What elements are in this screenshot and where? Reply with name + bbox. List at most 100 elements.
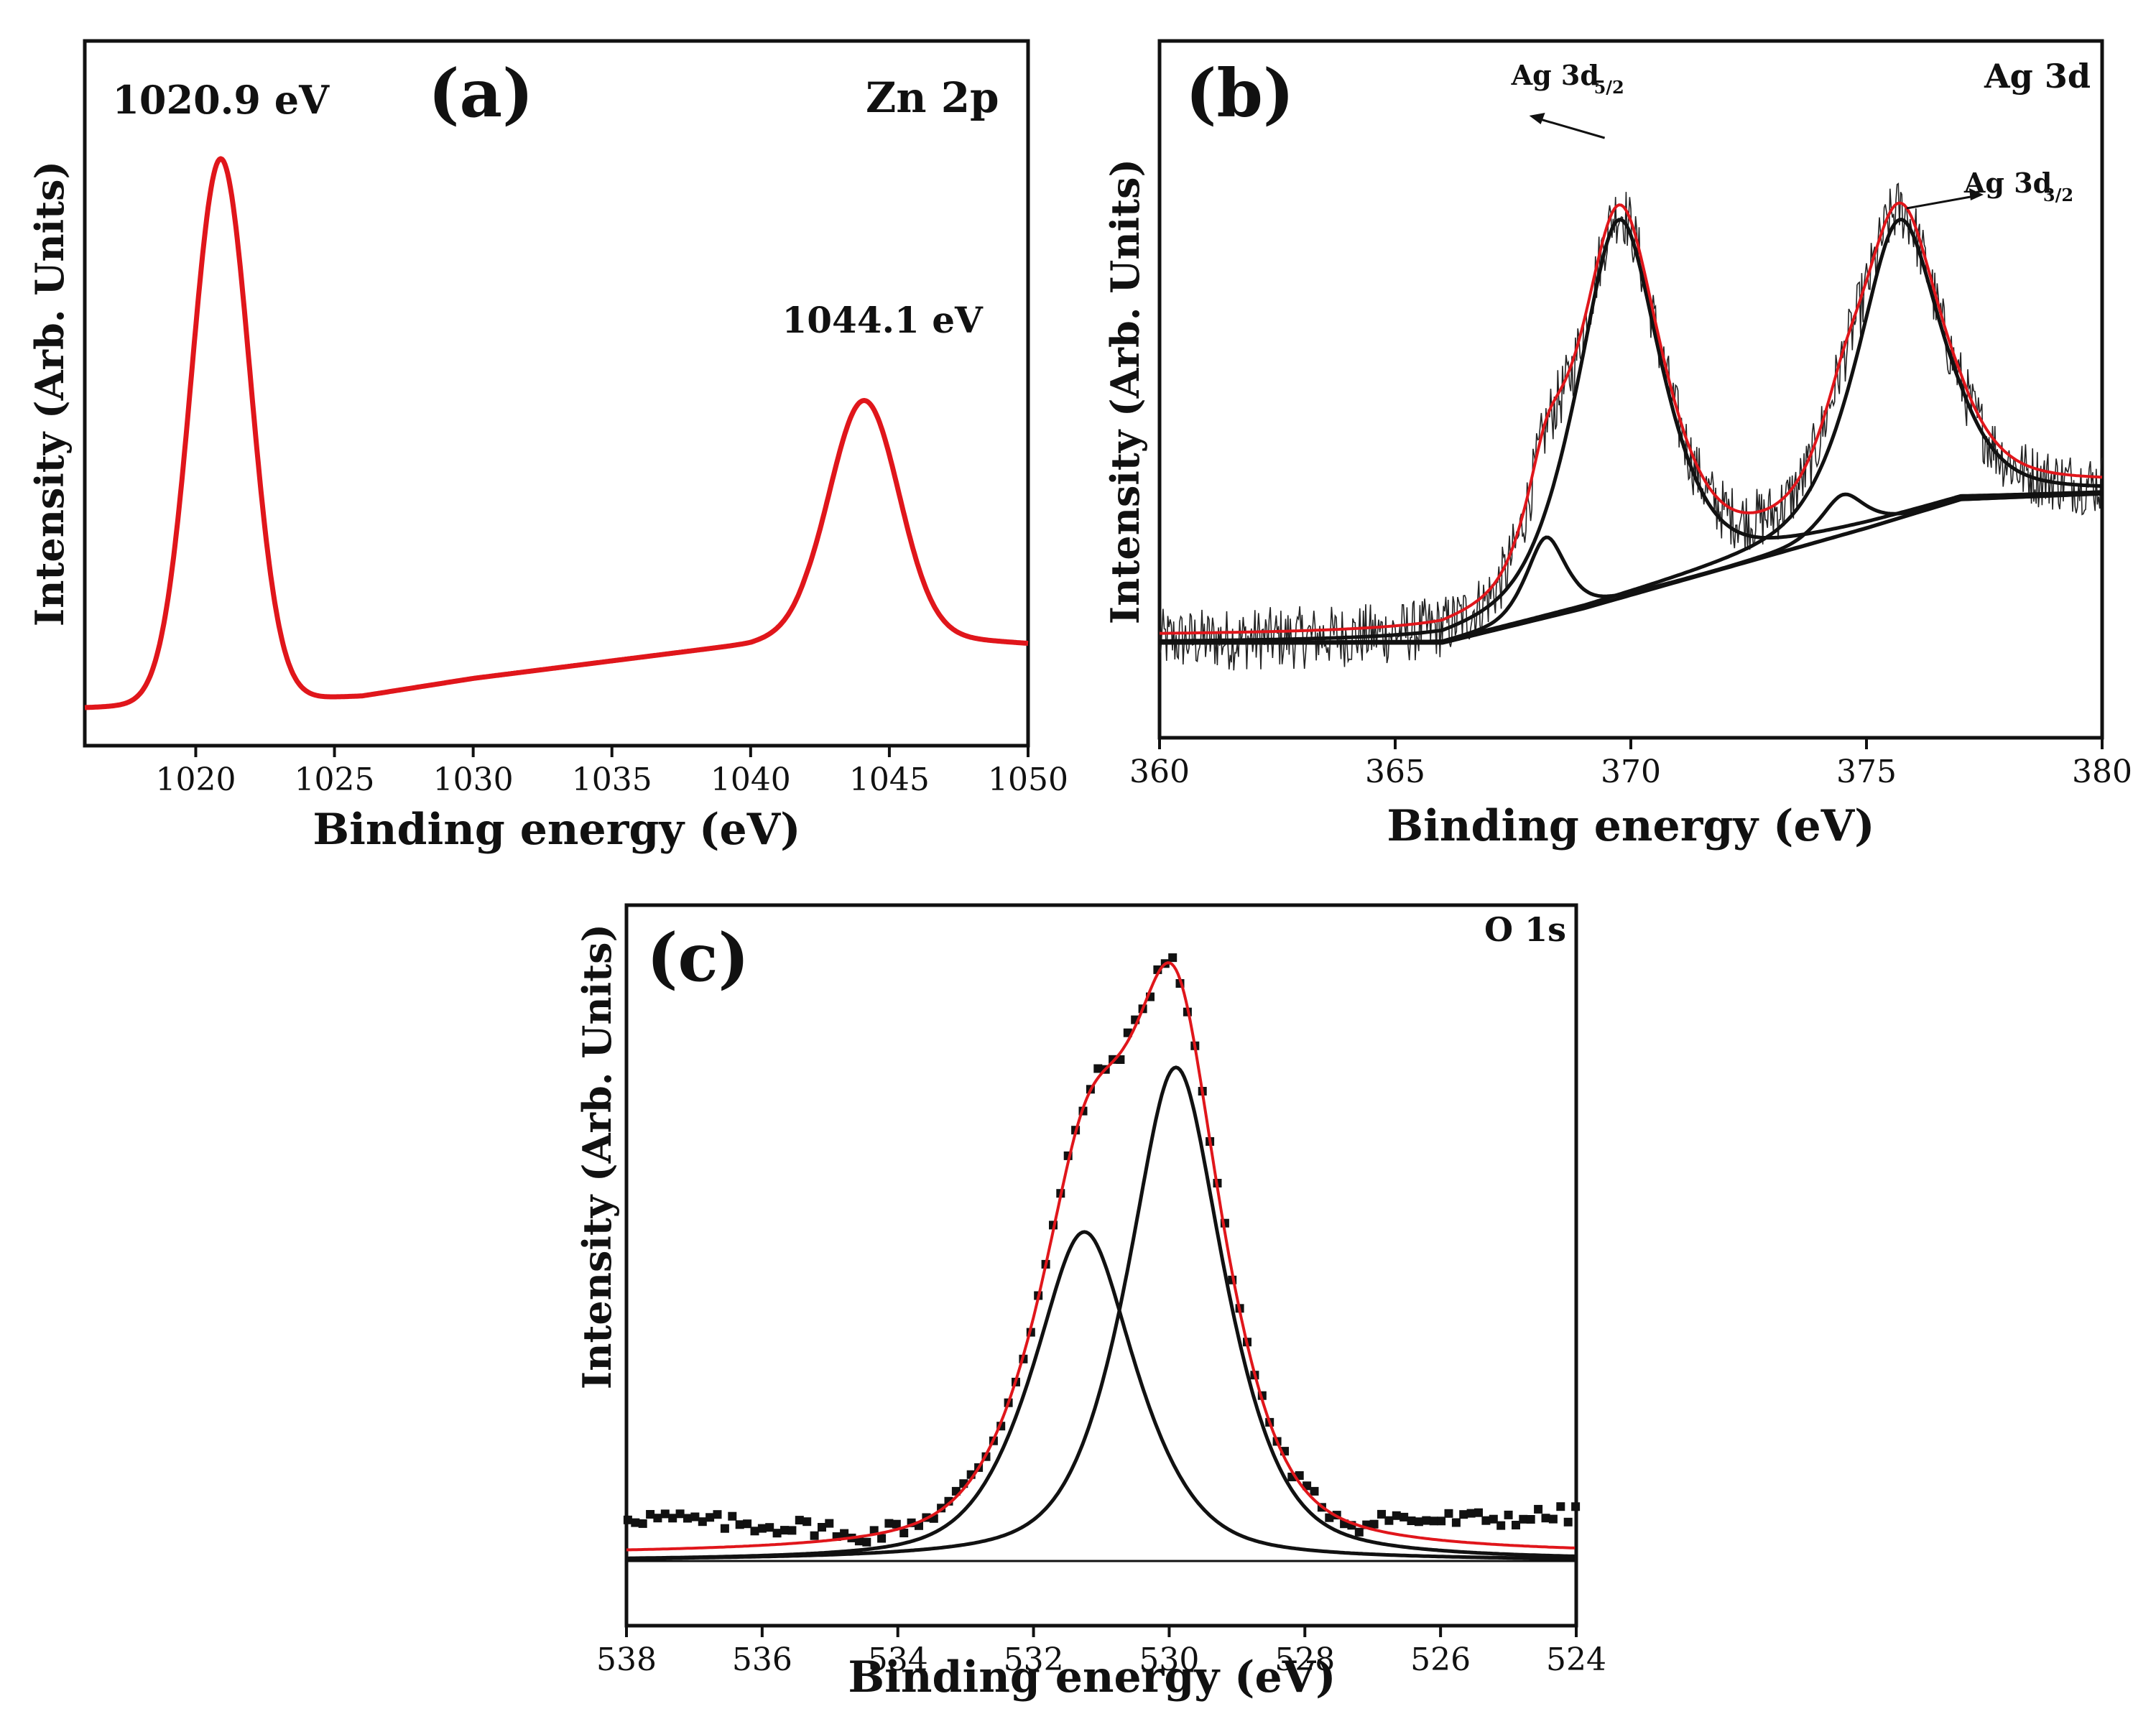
panel-c-o1s: 538 536 534 532 530 528 526 524 (c) O 1s Bindin… bbox=[574, 903, 1606, 1703]
panel-c-data-marker bbox=[728, 1511, 737, 1521]
panel-a-curves bbox=[83, 156, 1030, 710]
panel-b-xticks: 360 365 370 375 380 bbox=[1129, 738, 2132, 790]
panel-c-data-marker bbox=[1369, 1519, 1379, 1529]
panel-b-annotations: Ag 3d5/2Ag 3d3/2 bbox=[1511, 59, 2073, 210]
panel-a-xtick-label-3: 1035 bbox=[572, 761, 652, 798]
panel-b-xtick-label-2: 370 bbox=[1601, 754, 1661, 790]
panel-c-data-marker bbox=[623, 1515, 632, 1524]
panel-c-data-marker bbox=[1474, 1508, 1483, 1517]
panel-c-data-marker bbox=[1512, 1521, 1520, 1529]
panel-c-data-marker bbox=[1429, 1516, 1438, 1526]
panel-b-arrowhead-0 bbox=[1529, 113, 1545, 124]
panel-c-data-marker bbox=[854, 1537, 864, 1546]
panel-c-data-marker bbox=[683, 1514, 692, 1523]
panel-c-data-marker bbox=[675, 1509, 685, 1519]
panel-c-data-marker bbox=[1384, 1516, 1394, 1525]
panel-b-component-0 bbox=[1159, 218, 2103, 643]
panel-c-data-marker bbox=[1496, 1521, 1506, 1530]
panel-b-peak-label-1: Ag 3d bbox=[1963, 167, 2052, 199]
panel-c-data-marker bbox=[1407, 1516, 1416, 1525]
panel-c-data-marker bbox=[818, 1523, 826, 1532]
panel-a-spectrum-line bbox=[83, 156, 1030, 710]
panel-c-data-marker bbox=[660, 1509, 670, 1519]
panel-a-letter: (a) bbox=[428, 55, 534, 132]
panel-c-data-marker bbox=[1459, 1510, 1468, 1519]
panel-c-data-marker bbox=[810, 1531, 819, 1540]
panel-c-data-marker bbox=[1093, 1064, 1103, 1073]
panel-c-data-marker bbox=[638, 1519, 647, 1528]
panel-c-component-0 bbox=[626, 1230, 1576, 1561]
panel-c-data-marker bbox=[631, 1518, 640, 1527]
panel-c-data-marker bbox=[892, 1519, 901, 1529]
panel-a-xtick-label-1: 1025 bbox=[295, 761, 375, 798]
panel-c-xtick-label-1: 536 bbox=[732, 1641, 792, 1678]
panel-c-data-marker bbox=[1422, 1516, 1431, 1525]
panel-c-data-marker bbox=[720, 1524, 729, 1533]
panel-b-curves bbox=[1159, 182, 2103, 671]
panel-c-data-marker bbox=[1392, 1511, 1401, 1520]
panel-c-data-marker bbox=[1414, 1517, 1423, 1527]
panel-a-frame bbox=[83, 39, 1030, 748]
panel-c-data-marker bbox=[1526, 1515, 1535, 1524]
panel-c-data-marker bbox=[765, 1523, 774, 1532]
panel-b-component-1 bbox=[1160, 218, 2103, 644]
panel-b-xtick-label-3: 375 bbox=[1836, 754, 1897, 790]
panel-c-frame bbox=[624, 903, 1578, 1628]
panel-c-data-marker bbox=[750, 1527, 759, 1536]
panel-b-peak-label-0: Ag 3d bbox=[1511, 59, 1599, 91]
panel-c-data-marker bbox=[1548, 1514, 1558, 1524]
panel-c-xtick-label-4: 530 bbox=[1139, 1641, 1199, 1678]
panel-c-fit-envelope bbox=[626, 961, 1576, 1552]
panel-c-letter: (c) bbox=[647, 919, 749, 996]
panel-c-data-marker bbox=[1168, 953, 1178, 963]
panel-a-xtick-label-0: 1020 bbox=[155, 761, 236, 798]
panel-c-component-1 bbox=[626, 1065, 1576, 1560]
panel-c-data-marker bbox=[877, 1534, 887, 1543]
panel-b-arrowhead-1 bbox=[1968, 188, 1984, 200]
panel-b-arrow-1 bbox=[1906, 194, 1979, 210]
panel-c-data-marker bbox=[1481, 1516, 1491, 1525]
panel-c-data-marker bbox=[690, 1512, 700, 1522]
panel-b-xtick-label-0: 360 bbox=[1129, 754, 1190, 790]
panel-c-data-marker bbox=[1541, 1514, 1550, 1523]
panel-b-xlabel: Binding energy (eV) bbox=[1387, 801, 1874, 851]
panel-c-data-marker bbox=[840, 1529, 849, 1538]
panel-a-xtick-label-5: 1045 bbox=[849, 761, 930, 798]
panel-b-peak-sub-1: 3/2 bbox=[2043, 185, 2073, 205]
panel-c-data-marker bbox=[1310, 1486, 1319, 1496]
panel-b-letter: (b) bbox=[1185, 55, 1294, 132]
panel-c-xtick-label-6: 526 bbox=[1410, 1641, 1471, 1678]
panel-c-xticks: 538 536 534 532 530 528 526 524 bbox=[596, 1626, 1606, 1678]
panel-c-data-marker bbox=[1354, 1527, 1364, 1537]
panel-c-xtick-label-3: 532 bbox=[1004, 1641, 1064, 1678]
panel-a-xticks: 1020 1025 1030 1035 1040 1045 1050 bbox=[155, 746, 1068, 798]
panel-a-xtick-label-6: 1050 bbox=[988, 761, 1068, 798]
panel-b-ag3d: 360 365 370 375 380 Ag 3d5/2Ag 3d3/2 (b) Ag … bbox=[1102, 39, 2132, 851]
panel-c-data-marker bbox=[780, 1526, 789, 1535]
panel-b-xtick-label-4: 380 bbox=[2072, 754, 2132, 790]
panel-c-xtick-label-7: 524 bbox=[1546, 1641, 1606, 1678]
panel-c-data-marker bbox=[1571, 1502, 1581, 1511]
panel-c-data-marker bbox=[787, 1526, 797, 1535]
panel-c-data-marker bbox=[1377, 1509, 1386, 1519]
panel-a-xtick-label-4: 1040 bbox=[711, 761, 791, 798]
panel-a-peak-label-0: 1020.9 eV bbox=[112, 77, 330, 123]
panel-c-data-marker bbox=[899, 1529, 909, 1537]
panel-c-data-marker bbox=[1489, 1514, 1498, 1524]
panel-c-data-marker bbox=[1556, 1502, 1565, 1511]
panel-c-data-marker bbox=[1444, 1509, 1453, 1518]
panel-c-data-marker bbox=[1325, 1513, 1334, 1522]
panel-b-component-3 bbox=[1160, 491, 2103, 645]
panel-c-data-marker bbox=[1399, 1512, 1409, 1522]
panel-c-data-marker bbox=[884, 1519, 894, 1528]
panel-c-data-marker bbox=[862, 1537, 871, 1547]
panel-c-data-marker bbox=[825, 1519, 834, 1528]
panel-c-data-marker bbox=[735, 1520, 744, 1529]
panel-c-data-marker bbox=[653, 1514, 662, 1523]
panel-a-zn2p: 1020 1025 1030 1035 1040 1045 1050 1020.9 eV10… bbox=[27, 39, 1068, 855]
panel-c-data-marker bbox=[713, 1510, 722, 1519]
panel-c-data-marker bbox=[698, 1517, 707, 1527]
panel-c-data-marker bbox=[1451, 1518, 1461, 1527]
panel-c-curves bbox=[623, 953, 1581, 1562]
